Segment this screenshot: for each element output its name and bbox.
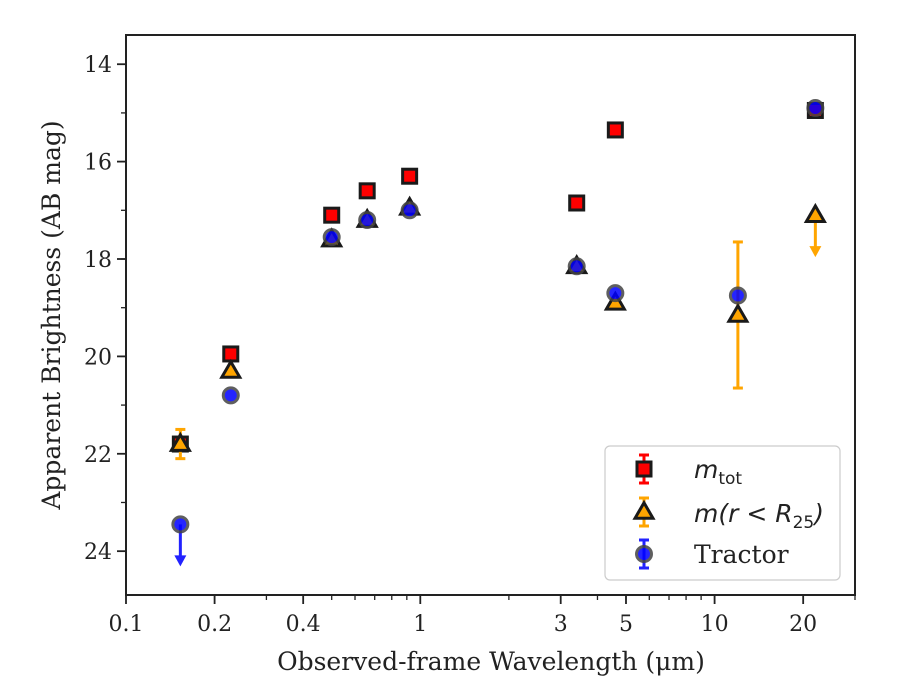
data-point-circle (171, 515, 190, 534)
data-point-square (568, 194, 586, 212)
legend-marker-m-tot (635, 453, 653, 485)
legend-item-tractor: Tractor (635, 538, 789, 570)
series-triangle (168, 195, 827, 461)
y-axis-label: Apparent Brightness (AB mag) (37, 120, 66, 510)
data-point-square (606, 121, 624, 139)
data-point-triangle (726, 302, 750, 323)
plot-frame (125, 34, 856, 596)
data-point-square (401, 167, 419, 185)
legend-marker-tractor (635, 538, 653, 570)
legend-label-m-tot: mtot (694, 455, 742, 489)
data-point-square (358, 182, 376, 200)
series-square (171, 101, 824, 453)
y-tick-label: 22 (84, 443, 112, 468)
axes-frame (125, 34, 856, 596)
y-tick-label: 18 (84, 248, 112, 273)
data-point-circle (322, 228, 341, 247)
data-point-square (323, 206, 341, 224)
data-point-triangle (168, 431, 192, 452)
legend-marker-shape (635, 460, 653, 478)
legend-label-tractor: Tractor (694, 540, 789, 569)
y-tick-label: 14 (84, 53, 112, 78)
x-axis: 0.1 0.2 0.4 1 3 5 10 20 (109, 595, 856, 637)
upper-limit-arrow-head (174, 555, 187, 567)
data-point-circle (606, 284, 625, 303)
legend-box (604, 445, 841, 581)
legend-item-m-tot: mtot (635, 453, 742, 489)
data-point-circle (567, 257, 586, 276)
legend-item-m-r25: m(r < R25) (632, 496, 824, 533)
legend-marker-shape (632, 499, 656, 520)
x-tick-label: 0.4 (286, 612, 321, 637)
legend-marker-m-r25 (632, 496, 656, 528)
x-axis-label: Observed-frame Wavelength (μm) (277, 647, 705, 676)
x-tick-label: 10 (701, 612, 729, 637)
legend-marker-shape (635, 545, 653, 563)
upper-limit-arrow-head (809, 246, 822, 258)
data-point-triangle (803, 202, 827, 223)
data-point-circle (728, 286, 747, 305)
series-circle (171, 99, 825, 567)
plot-area (168, 99, 827, 567)
x-tick-label: 3 (554, 612, 568, 637)
y-tick-label: 16 (84, 151, 112, 176)
x-tick-label: 20 (789, 612, 817, 637)
data-point-circle (806, 99, 825, 118)
legend-label-m-r25: m(r < R25) (694, 499, 824, 533)
x-tick-label: 0.1 (109, 612, 144, 637)
legend: mtot m(r < R25) Tractor (604, 445, 841, 581)
x-tick-label: 5 (619, 612, 633, 637)
x-tick-label: 1 (413, 612, 427, 637)
y-tick-label: 20 (84, 345, 112, 370)
data-point-triangle (219, 358, 243, 379)
x-tick-label: 0.2 (197, 612, 232, 637)
y-tick-label: 24 (84, 540, 112, 565)
data-point-circle (400, 201, 419, 220)
data-point-circle (358, 211, 377, 230)
data-point-circle (221, 386, 240, 405)
y-axis: 14 16 18 20 22 24 (84, 53, 126, 565)
